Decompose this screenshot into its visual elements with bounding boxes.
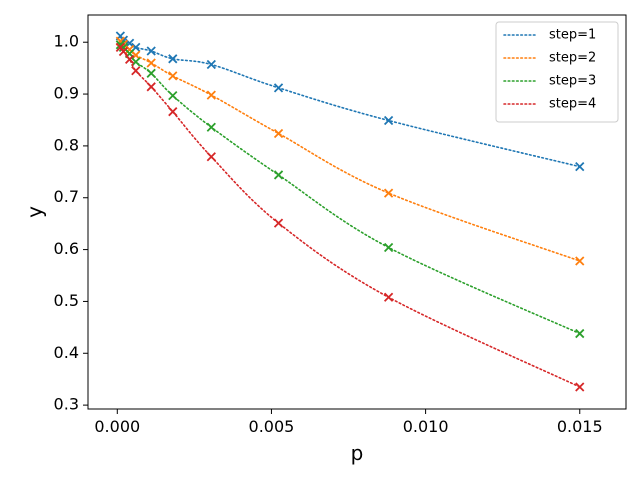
data-point-marker <box>206 152 216 162</box>
data-point-marker <box>146 82 156 92</box>
data-point-marker <box>168 71 178 81</box>
legend: step=1 step=2 step=3 step=4 <box>495 21 619 123</box>
data-point-marker <box>146 58 156 68</box>
legend-item: step=2 <box>503 51 596 66</box>
x-tick-label: 0.000 <box>94 417 140 436</box>
legend-label: step=4 <box>549 97 596 112</box>
y-tick-label: 0.3 <box>54 395 79 414</box>
series-layer <box>115 31 585 392</box>
data-point-marker <box>168 107 178 117</box>
data-point-marker <box>168 90 178 101</box>
data-point-marker <box>124 54 135 64</box>
data-point-marker <box>383 242 394 253</box>
data-point-marker <box>146 46 156 56</box>
legend-label: step=2 <box>549 51 596 66</box>
data-point-marker <box>206 122 216 132</box>
series-step-2 <box>115 36 585 266</box>
data-point-marker <box>383 115 394 126</box>
y-tick-label: 0.7 <box>54 187 79 206</box>
y-tick-label: 0.8 <box>54 135 79 154</box>
x-axis-label: p <box>351 441 364 465</box>
data-point-marker <box>273 128 284 139</box>
x-tick-label: 0.015 <box>557 417 603 436</box>
x-tick-label: 0.005 <box>249 417 295 436</box>
data-point-marker <box>131 57 141 67</box>
data-point-marker <box>273 83 284 93</box>
legend-item: step=3 <box>503 74 596 89</box>
y-tick-label: 0.6 <box>54 239 79 258</box>
y-tick-label: 0.5 <box>54 291 79 310</box>
y-axis-ticks: 0.3 0.4 0.5 0.6 0.7 0.8 0.9 1.0 <box>54 32 88 414</box>
data-point-marker <box>575 256 585 266</box>
data-point-marker <box>575 162 585 172</box>
data-point-marker <box>273 170 284 180</box>
legend-box <box>495 21 619 123</box>
data-point-marker <box>383 292 394 302</box>
data-point-marker <box>273 218 284 228</box>
data-point-marker <box>118 46 129 57</box>
series-step-4 <box>115 42 585 392</box>
y-tick-label: 0.9 <box>54 84 79 103</box>
data-point-marker <box>575 382 585 392</box>
x-tick-label: 0.010 <box>403 417 449 436</box>
data-point-marker <box>575 328 585 339</box>
data-point-marker <box>131 66 141 76</box>
data-point-marker <box>168 54 178 64</box>
legend-item: step=4 <box>503 97 596 112</box>
data-point-marker <box>383 188 394 198</box>
data-point-marker <box>206 90 216 100</box>
legend-label: step=1 <box>549 28 596 43</box>
plot-frame <box>87 14 627 410</box>
y-tick-label: 0.4 <box>54 343 79 362</box>
data-point-marker <box>146 68 156 78</box>
legend-item: step=1 <box>503 28 596 43</box>
legend-label: step=3 <box>549 74 596 89</box>
data-point-marker <box>206 59 216 70</box>
x-axis-ticks: 0.000 0.005 0.010 0.015 <box>94 409 603 436</box>
y-axis-label: y <box>23 206 47 218</box>
y-tick-label: 1.0 <box>54 32 79 51</box>
